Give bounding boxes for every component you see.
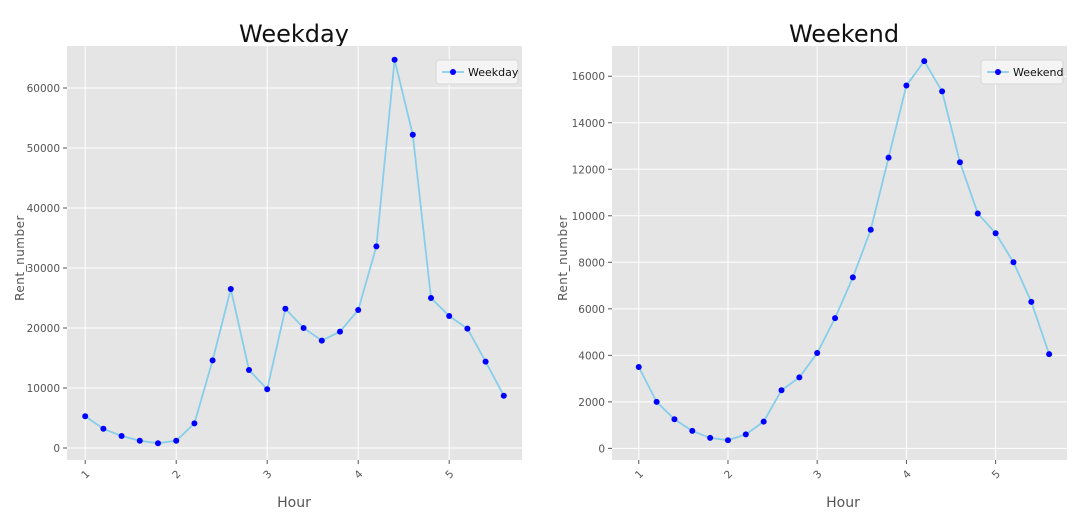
data-point xyxy=(355,307,362,313)
data-point xyxy=(337,328,343,335)
data-point xyxy=(707,434,714,441)
series-line xyxy=(637,59,1051,442)
data-point xyxy=(227,286,234,292)
x-tick-label: 5 xyxy=(990,468,1003,481)
data-point xyxy=(1046,351,1053,358)
y-tick-label: 60000 xyxy=(27,83,60,95)
data-point xyxy=(118,433,125,439)
data-point xyxy=(82,413,89,420)
data-point xyxy=(689,427,696,434)
data-point xyxy=(391,56,398,63)
y-tick-label: 30000 xyxy=(27,263,60,275)
data-point xyxy=(300,325,307,331)
data-point xyxy=(100,425,107,432)
data-point xyxy=(155,440,161,447)
y-tick-label: 10000 xyxy=(27,383,60,395)
y-axis-label: Rent_number xyxy=(556,215,570,301)
data-point xyxy=(428,295,434,301)
y-tick-label: 6000 xyxy=(578,304,605,316)
x-tick-label: 3 xyxy=(811,468,824,481)
data-point xyxy=(832,315,839,322)
data-point xyxy=(282,305,289,312)
data-point xyxy=(1010,259,1017,266)
legend-label: Weekend xyxy=(1013,66,1063,79)
x-tick-label: 1 xyxy=(79,468,92,481)
series-line xyxy=(84,59,505,445)
data-point xyxy=(903,82,910,89)
y-tick-label: 12000 xyxy=(572,164,605,176)
weekday-chart: Weekday 0 10000 20000 30000 40000 50000 60000 1 2… xyxy=(13,20,522,511)
y-tick-label: 50000 xyxy=(27,143,60,155)
plot-area xyxy=(67,46,522,460)
x-tick-label: 4 xyxy=(352,468,365,481)
data-point xyxy=(778,387,785,394)
x-tick-label: 2 xyxy=(170,468,183,481)
y-tick-label: 10000 xyxy=(572,211,605,223)
y-tick-label: 20000 xyxy=(27,323,60,335)
x-tick-label: 5 xyxy=(443,468,456,481)
data-point xyxy=(760,418,767,425)
chart-title: Weekday xyxy=(239,20,349,48)
legend-marker xyxy=(995,69,1001,75)
data-point xyxy=(849,274,856,281)
data-point xyxy=(1028,298,1035,305)
x-axis-label: Hour xyxy=(826,495,860,511)
data-point xyxy=(796,374,803,381)
legend-box xyxy=(980,59,1064,85)
data-point xyxy=(974,210,981,217)
chart-title: Weekend xyxy=(789,20,899,48)
data-point xyxy=(921,58,928,65)
x-tick-label: 2 xyxy=(722,468,735,481)
data-point xyxy=(885,154,892,161)
data-point xyxy=(939,88,946,95)
x-tick-label: 4 xyxy=(901,468,914,481)
plot-area xyxy=(612,46,1067,460)
legend-box xyxy=(435,59,519,85)
y-tick-label: 8000 xyxy=(578,257,605,269)
data-point xyxy=(318,337,325,344)
x-axis-label: Hour xyxy=(277,495,311,511)
y-tick-label: 16000 xyxy=(572,71,605,83)
data-point xyxy=(373,243,380,250)
y-tick-label: 14000 xyxy=(572,118,605,130)
data-point xyxy=(500,392,507,399)
data-point xyxy=(814,350,821,357)
data-point xyxy=(173,437,180,444)
data-point xyxy=(742,431,749,438)
data-point xyxy=(867,226,874,233)
y-axis-label: Rent_number xyxy=(13,215,27,301)
data-point xyxy=(635,363,642,370)
y-tick-label: 4000 xyxy=(578,350,605,362)
y-tick-label: 0 xyxy=(598,443,605,455)
weekend-chart: Weekend 0 2000 4000 6000 8000 10000 12000 14000 1… xyxy=(556,20,1067,511)
legend-marker xyxy=(450,69,456,75)
y-tick-label: 40000 xyxy=(27,203,60,215)
data-point xyxy=(409,131,416,138)
y-tick-label: 0 xyxy=(53,443,60,455)
data-point xyxy=(446,313,453,319)
data-point xyxy=(264,386,271,393)
x-tick-label: 3 xyxy=(261,468,274,481)
data-point xyxy=(191,420,198,427)
data-point xyxy=(464,325,471,332)
data-point xyxy=(671,416,678,423)
data-point xyxy=(956,159,963,166)
data-point xyxy=(136,437,143,444)
data-point xyxy=(482,358,489,365)
data-point xyxy=(653,398,660,405)
legend-label: Weekday xyxy=(468,66,519,79)
x-tick-label: 1 xyxy=(633,468,646,481)
data-point xyxy=(992,230,999,237)
y-tick-label: 2000 xyxy=(578,397,605,409)
data-point xyxy=(724,437,731,444)
data-point xyxy=(246,367,252,373)
data-point xyxy=(209,357,216,364)
